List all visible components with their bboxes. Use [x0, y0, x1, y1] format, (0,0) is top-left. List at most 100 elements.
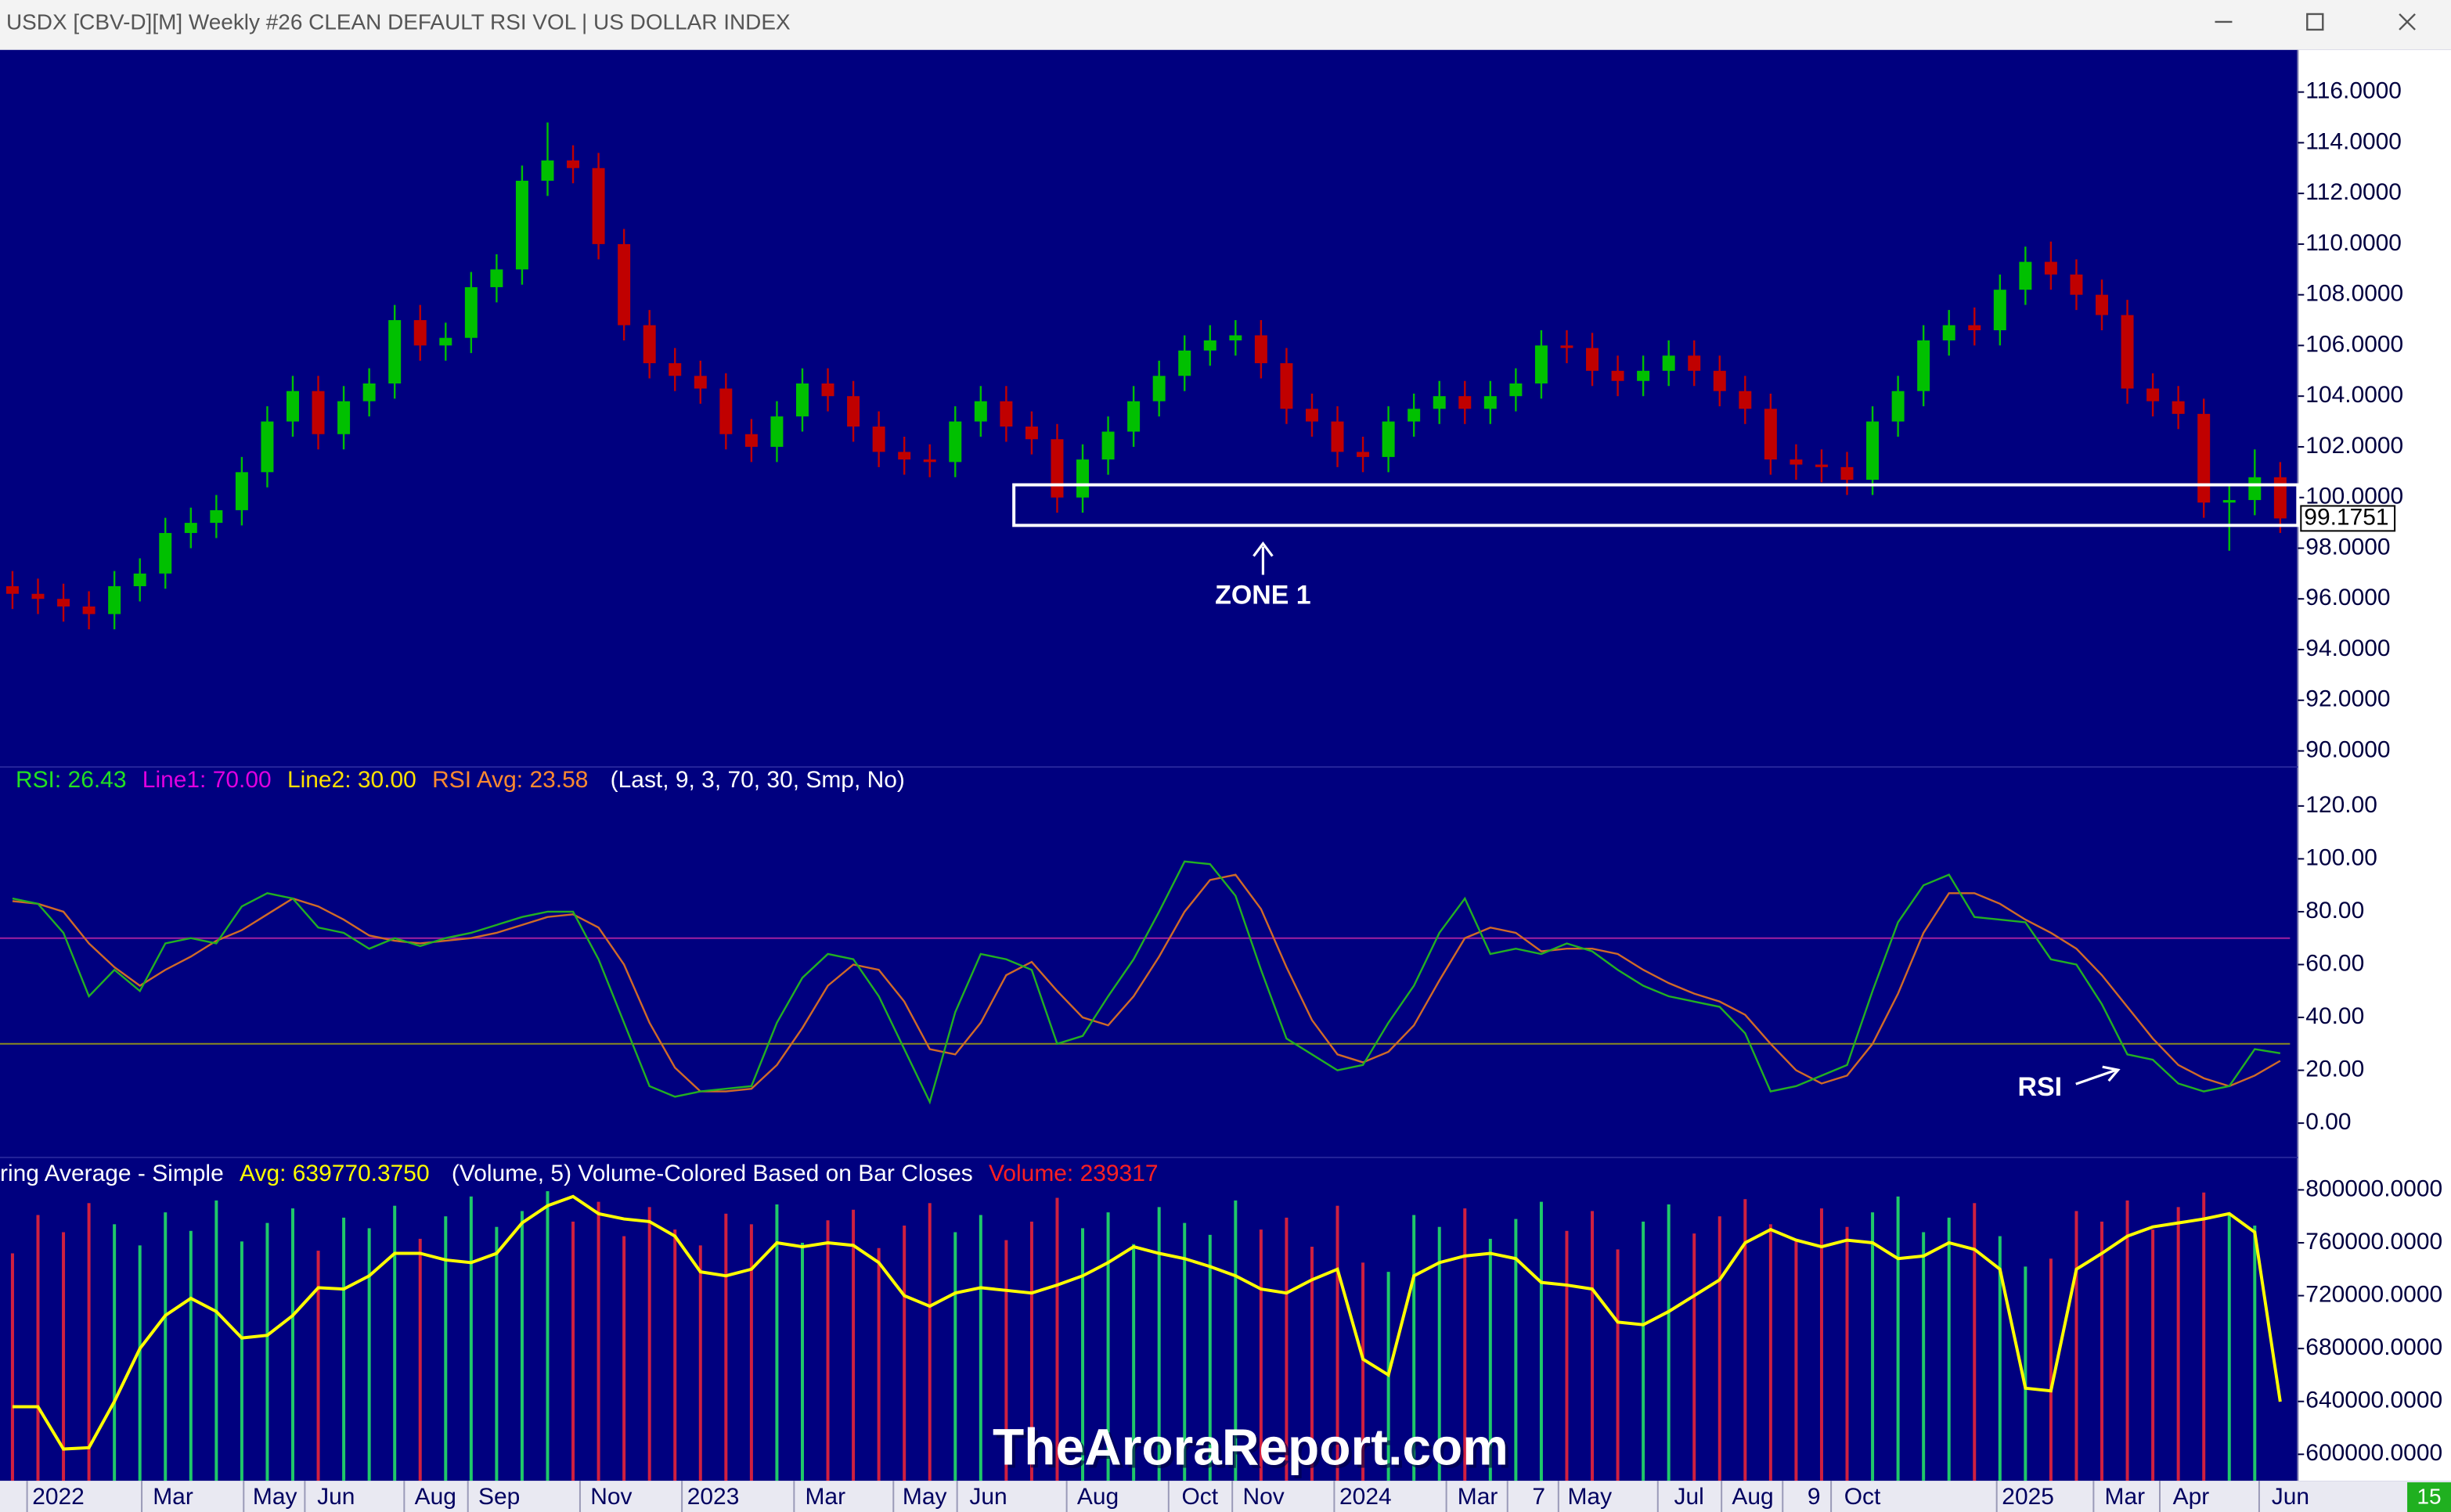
- x-tick-label: 2025: [2002, 1484, 2054, 1510]
- candle-body: [1840, 466, 1854, 481]
- volume-average-line: [12, 1194, 2282, 1451]
- candle-body: [184, 523, 197, 534]
- volume-bar: [698, 1245, 702, 1481]
- volume-bar: [1285, 1217, 1289, 1481]
- volume-bar: [469, 1196, 473, 1481]
- y-tick-label: 106.0000: [2305, 331, 2403, 357]
- volume-bar: [546, 1191, 550, 1481]
- candle-body: [744, 434, 758, 447]
- price-panel: [5, 122, 2287, 630]
- volume-bar: [1234, 1200, 1238, 1481]
- candle-body: [439, 337, 452, 346]
- y-tick-label: 20.00: [2305, 1056, 2364, 1082]
- y-tick-label: 680000.0000: [2305, 1334, 2442, 1360]
- candle-body: [5, 586, 19, 594]
- zone-arrow-head: [1253, 541, 1274, 557]
- legend-rsi-name: RSI:: [16, 767, 61, 793]
- volume-bar: [775, 1204, 779, 1481]
- x-tick-label: 9: [1808, 1484, 1821, 1510]
- volume-bar: [1819, 1208, 1823, 1481]
- candle-body: [1739, 391, 1752, 409]
- legend-rsi-params: (Last, 9, 3, 70, 30, Smp, No): [611, 767, 905, 793]
- volume-bar: [342, 1217, 346, 1481]
- volume-bar: [1208, 1234, 1212, 1481]
- x-tick-label: Jul: [1674, 1484, 1704, 1510]
- volume-bar: [2202, 1192, 2206, 1481]
- volume-bar: [393, 1205, 397, 1481]
- candle-body: [1713, 370, 1726, 391]
- x-tick-label: Aug: [415, 1484, 456, 1510]
- corner-badge: [2407, 1482, 2451, 1512]
- candle-body: [413, 320, 427, 346]
- last-price-box: [2300, 505, 2396, 532]
- candle-body: [2044, 261, 2057, 275]
- y-tick-label: 110.0000: [2305, 230, 2402, 256]
- volume-bar: [1055, 1197, 1059, 1481]
- close-button[interactable]: [2399, 13, 2416, 31]
- y-tick-label: 120.00: [2305, 792, 2377, 818]
- candle-body: [2019, 261, 2032, 290]
- y-tick-label: 98.0000: [2305, 534, 2390, 560]
- rsi-legend: RSI: 26.43 Line1: 70.00 Line2: 30.00 RSI…: [16, 767, 905, 793]
- candle-body: [1560, 345, 1573, 348]
- y-tick-label: 800000.0000: [2305, 1175, 2442, 1201]
- corner-label: 15: [2417, 1484, 2442, 1508]
- maximize-button[interactable]: [2306, 13, 2324, 31]
- candle-body: [1076, 459, 1090, 498]
- candle-body: [312, 391, 325, 434]
- volume-bar: [928, 1203, 932, 1481]
- candle-body: [1305, 409, 1318, 422]
- candle-body: [1280, 363, 1293, 409]
- y-tick-label: 640000.0000: [2305, 1388, 2442, 1413]
- volume-bar: [113, 1224, 117, 1481]
- x-tick-label: Oct: [1181, 1484, 1218, 1510]
- volume-bar: [495, 1226, 499, 1481]
- volume-bar: [903, 1226, 907, 1481]
- legend-volume-name: Volume:: [989, 1161, 1073, 1186]
- legend-volume-note: Volume-Colored Based on Bar Closes: [578, 1161, 972, 1186]
- marks: 90.0000 92.0000 94.0000 96.0000 98.0000 100.0…: [0, 78, 2442, 1512]
- candle-body: [388, 320, 402, 383]
- volume-bar: [597, 1201, 600, 1481]
- volume-bar: [1335, 1205, 1339, 1481]
- x-tick-label: Nov: [1242, 1484, 1284, 1510]
- candle-body: [1662, 355, 1675, 371]
- volume-bar: [1081, 1228, 1085, 1481]
- candle-body: [1534, 345, 1548, 383]
- volume-bar: [1768, 1224, 1772, 1481]
- y-tick-label: 114.0000: [2305, 128, 2402, 154]
- candle-body: [1688, 355, 1701, 371]
- volume-bar: [800, 1242, 804, 1481]
- volume-bar: [1871, 1212, 1875, 1481]
- volume-bar: [1667, 1204, 1671, 1481]
- candle-body: [82, 606, 96, 614]
- candle-body: [1509, 383, 1523, 397]
- candle-body: [1101, 431, 1115, 460]
- candle-body: [898, 452, 911, 460]
- x-tick-label: Nov: [590, 1484, 632, 1510]
- legend-rsi-avg-value: 23.58: [529, 767, 588, 793]
- volume-legend: ring Average - Simple Avg: 639770.3750 (…: [0, 1161, 1159, 1186]
- candle-body: [719, 388, 733, 434]
- candle-body: [2222, 499, 2236, 503]
- y-tick-label: 104.0000: [2305, 382, 2403, 408]
- last-price-label: 99.1751: [2304, 504, 2388, 530]
- candle-body: [1866, 421, 1880, 481]
- legend-rsi-avg-name: RSI Avg:: [432, 767, 523, 793]
- candle-body: [1331, 421, 1344, 452]
- legend-avg-name: Avg:: [240, 1161, 286, 1186]
- volume-bar: [1692, 1233, 1696, 1481]
- volume-bar: [1539, 1201, 1543, 1481]
- x-tick-label: May: [253, 1484, 297, 1510]
- candle-body: [287, 391, 299, 422]
- y-tick-label: 0.00: [2305, 1109, 2351, 1135]
- candle-body: [2070, 274, 2083, 295]
- volume-bar: [1565, 1230, 1569, 1481]
- x-tick-label: Apr: [2173, 1484, 2210, 1510]
- legend-study: ring Average - Simple: [0, 1161, 224, 1186]
- volume-bar: [2227, 1215, 2231, 1481]
- candle-body: [2273, 477, 2287, 519]
- y-tick-label: 102.0000: [2305, 433, 2403, 459]
- volume-bar: [826, 1220, 830, 1481]
